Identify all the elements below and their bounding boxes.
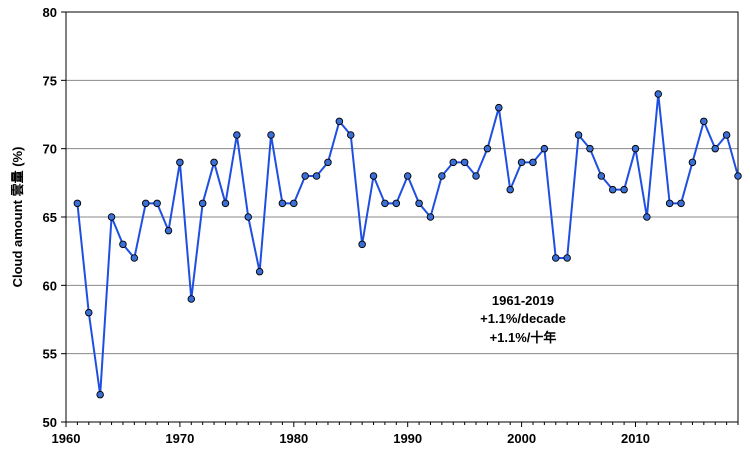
data-point bbox=[722, 131, 731, 139]
data-point bbox=[290, 199, 298, 208]
data-point bbox=[517, 158, 526, 167]
data-point bbox=[734, 172, 742, 180]
series-line bbox=[76, 93, 739, 396]
data-point bbox=[358, 240, 366, 249]
y-tick-label: 50 bbox=[43, 415, 57, 430]
data-point bbox=[176, 158, 184, 167]
data-point bbox=[438, 172, 446, 180]
data-point bbox=[586, 144, 594, 153]
data-point bbox=[73, 199, 82, 208]
data-point bbox=[483, 144, 492, 153]
data-point bbox=[460, 158, 469, 167]
data-point bbox=[141, 199, 150, 208]
data-point bbox=[119, 240, 127, 249]
data-point bbox=[244, 213, 252, 221]
data-point bbox=[130, 254, 139, 262]
data-point bbox=[233, 131, 241, 139]
data-point bbox=[688, 158, 697, 167]
data-point bbox=[608, 185, 617, 194]
data-point bbox=[597, 172, 606, 180]
data-point bbox=[198, 199, 207, 208]
data-point bbox=[403, 172, 412, 180]
x-tick-label: 1970 bbox=[165, 431, 194, 446]
data-point bbox=[221, 199, 230, 208]
data-point bbox=[700, 117, 708, 126]
data-point bbox=[369, 172, 378, 180]
x-tick-label: 1990 bbox=[393, 431, 422, 446]
data-point bbox=[267, 131, 275, 139]
annotation-trend-en: +1.1%/decade bbox=[480, 311, 566, 326]
annotation-period: 1961-2019 bbox=[492, 293, 554, 308]
data-point bbox=[346, 131, 355, 139]
y-tick-label: 65 bbox=[43, 210, 57, 225]
data-point bbox=[164, 226, 173, 235]
gridlines bbox=[66, 79, 738, 355]
data-point bbox=[574, 131, 583, 139]
x-axis: 1960 1970 1980 1990 2000 2010 bbox=[52, 422, 739, 446]
x-tick-label: 2010 bbox=[621, 431, 650, 446]
data-point bbox=[187, 295, 196, 303]
y-axis: 50 55 60 65 70 75 80 bbox=[43, 5, 66, 430]
data-point bbox=[255, 267, 264, 276]
data-point bbox=[107, 213, 116, 221]
data-point bbox=[381, 199, 389, 208]
data-point bbox=[665, 199, 674, 208]
data-point bbox=[563, 254, 571, 262]
y-tick-label: 80 bbox=[43, 5, 57, 20]
data-point bbox=[495, 103, 503, 112]
data-point bbox=[506, 185, 514, 194]
data-point bbox=[415, 199, 423, 208]
data-point bbox=[643, 213, 651, 221]
data-point bbox=[301, 172, 309, 180]
series-line-group bbox=[73, 90, 742, 399]
data-point bbox=[529, 158, 537, 167]
data-point bbox=[335, 117, 344, 126]
annotation-trend-zh: +1.1%/十年 bbox=[490, 330, 557, 345]
y-tick-label: 75 bbox=[43, 73, 57, 88]
data-point bbox=[631, 144, 640, 153]
data-point bbox=[153, 199, 161, 208]
x-tick-label: 1960 bbox=[52, 431, 81, 446]
data-point bbox=[654, 90, 663, 98]
y-tick-label: 60 bbox=[43, 278, 57, 293]
y-tick-label: 55 bbox=[43, 347, 57, 362]
data-point bbox=[472, 172, 480, 180]
data-point bbox=[85, 308, 93, 317]
y-axis-title: Cloud amount 雲量 (%) bbox=[10, 147, 25, 288]
data-point bbox=[324, 158, 332, 167]
data-point bbox=[210, 158, 218, 167]
data-point bbox=[392, 199, 401, 208]
data-point bbox=[278, 199, 287, 208]
x-tick-label: 2000 bbox=[507, 431, 536, 446]
annotation: 1961-2019 +1.1%/decade +1.1%/十年 bbox=[480, 293, 566, 345]
data-point bbox=[312, 172, 321, 180]
data-point bbox=[620, 185, 628, 194]
data-point bbox=[426, 213, 435, 221]
x-tick-label: 1980 bbox=[279, 431, 308, 446]
y-tick-label: 70 bbox=[43, 142, 57, 157]
data-point bbox=[677, 199, 685, 208]
data-point bbox=[449, 158, 458, 167]
data-point bbox=[540, 144, 549, 153]
data-point bbox=[711, 144, 719, 153]
data-point bbox=[552, 254, 560, 262]
data-point bbox=[96, 390, 104, 399]
